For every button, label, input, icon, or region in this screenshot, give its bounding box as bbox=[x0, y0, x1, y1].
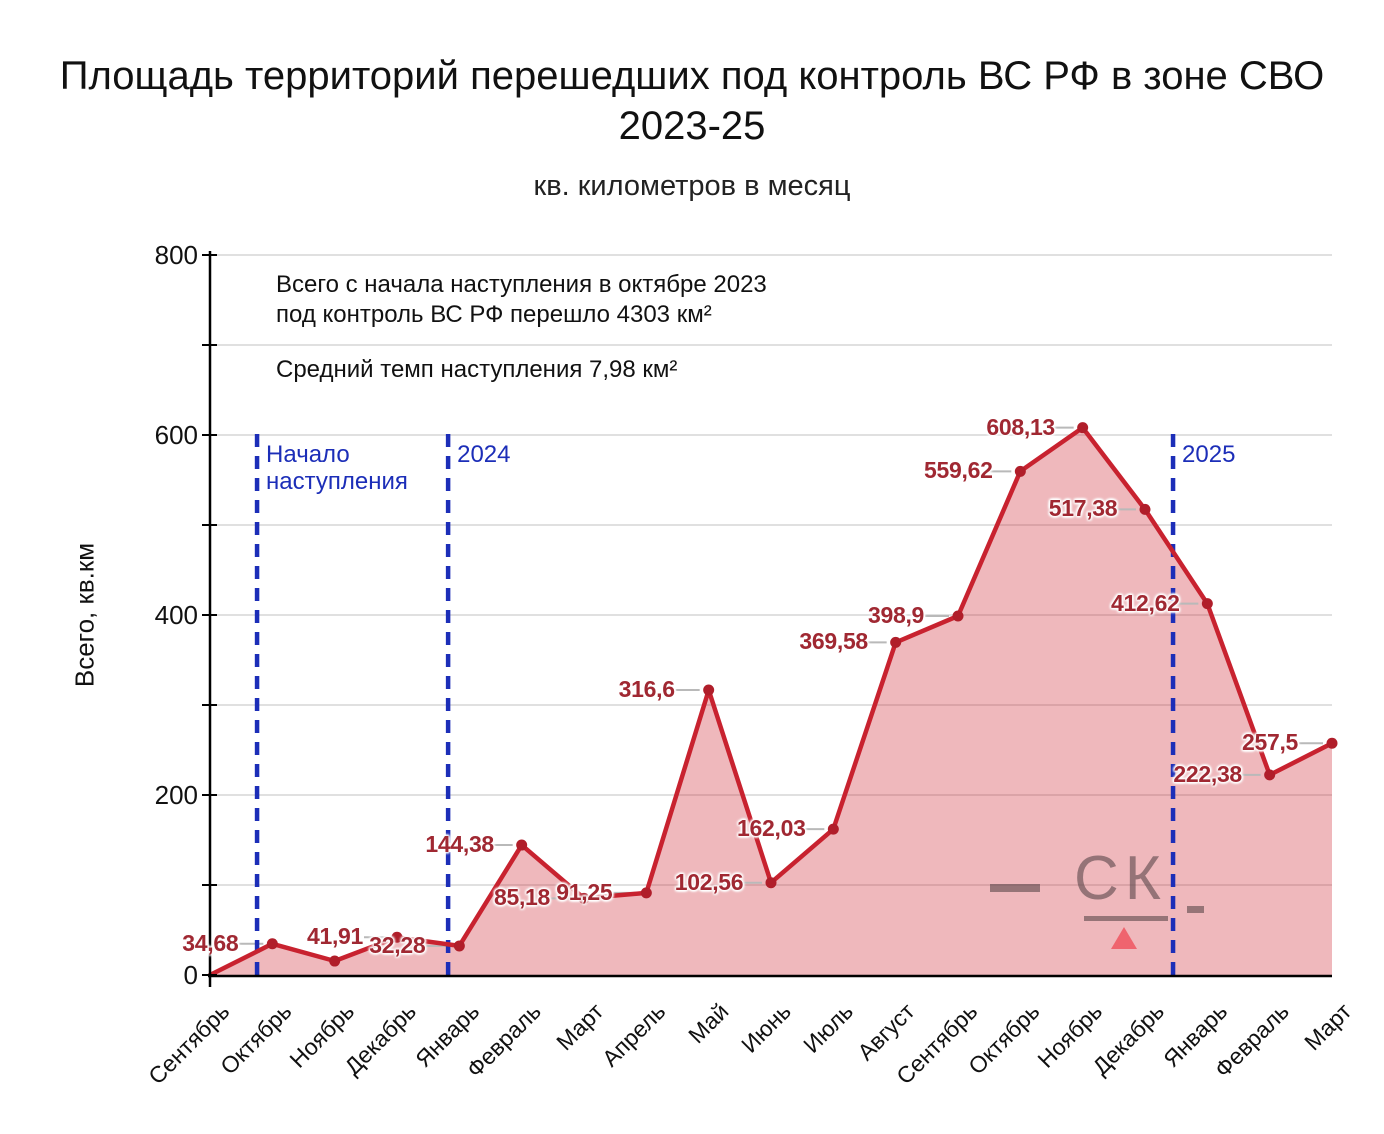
series-point bbox=[1014, 465, 1026, 477]
series-point bbox=[952, 610, 964, 622]
chart-subtitle: кв. километров в месяц bbox=[533, 170, 851, 202]
vline-label: Начало bbox=[266, 441, 350, 468]
data-label: 162,03 bbox=[737, 815, 806, 842]
watermark-underline bbox=[1084, 916, 1168, 921]
y-tick-label: 0 bbox=[183, 960, 198, 990]
series-point bbox=[890, 636, 902, 648]
series-point bbox=[1326, 737, 1338, 749]
vline-label: 2025 bbox=[1182, 441, 1236, 468]
data-label: 34,68 bbox=[182, 929, 239, 956]
chart-title-years: 2023-25 bbox=[618, 104, 766, 148]
y-tick-label: 400 bbox=[154, 600, 198, 630]
watermark-triangle-icon bbox=[1111, 927, 1137, 949]
data-label: 398,9 bbox=[867, 601, 925, 628]
series-point bbox=[391, 931, 403, 943]
watermark-logo-text: СК bbox=[1074, 844, 1167, 913]
y-tick-label: 600 bbox=[154, 420, 198, 450]
series-point bbox=[329, 955, 341, 967]
data-label: 412,62 bbox=[1111, 589, 1180, 616]
data-label: 369,58 bbox=[799, 628, 868, 655]
annotation-average-rate: Средний темп наступления 7,98 км² bbox=[276, 356, 678, 383]
annotation-total-line1: Всего с начала наступления в октябре 202… bbox=[276, 271, 767, 298]
annotation-total-line2: под контроль ВС РФ перешло 4303 км² bbox=[276, 301, 712, 328]
series-point bbox=[827, 823, 839, 835]
y-tick-label: 200 bbox=[154, 780, 198, 810]
series-point bbox=[1139, 503, 1151, 515]
series-point bbox=[453, 940, 465, 952]
watermark-small-dash-icon bbox=[1187, 906, 1204, 913]
data-label: 222,38 bbox=[1173, 760, 1242, 787]
series-point bbox=[578, 892, 590, 904]
series-point bbox=[1077, 422, 1089, 434]
series-area-fill bbox=[210, 427, 1332, 975]
data-label: 608,13 bbox=[986, 413, 1055, 440]
data-label: 32,28 bbox=[369, 931, 426, 958]
series-point bbox=[640, 887, 652, 899]
data-label: 85,18 bbox=[493, 884, 551, 911]
series-point bbox=[703, 684, 715, 696]
data-label: 257,5 bbox=[1241, 729, 1299, 756]
vline-label: 2024 bbox=[457, 441, 511, 468]
data-label: 559,62 bbox=[924, 457, 993, 484]
series-point bbox=[1264, 769, 1276, 781]
data-label: 41,91 bbox=[306, 923, 364, 950]
data-label: 91,25 bbox=[556, 878, 613, 905]
data-label: 144,38 bbox=[425, 831, 494, 858]
watermark-dash-icon bbox=[990, 884, 1040, 892]
data-label: 517,38 bbox=[1048, 495, 1118, 522]
series-point bbox=[516, 839, 528, 851]
vline-label: наступления bbox=[266, 468, 408, 495]
y-tick-label: 800 bbox=[154, 240, 198, 270]
chart-title: Площадь территорий перешедших под контро… bbox=[59, 54, 1325, 98]
series-point bbox=[1201, 598, 1213, 610]
series-point bbox=[266, 938, 278, 950]
data-label: 102,56 bbox=[674, 868, 744, 895]
data-label: 316,6 bbox=[618, 676, 675, 703]
series-point bbox=[765, 877, 777, 889]
